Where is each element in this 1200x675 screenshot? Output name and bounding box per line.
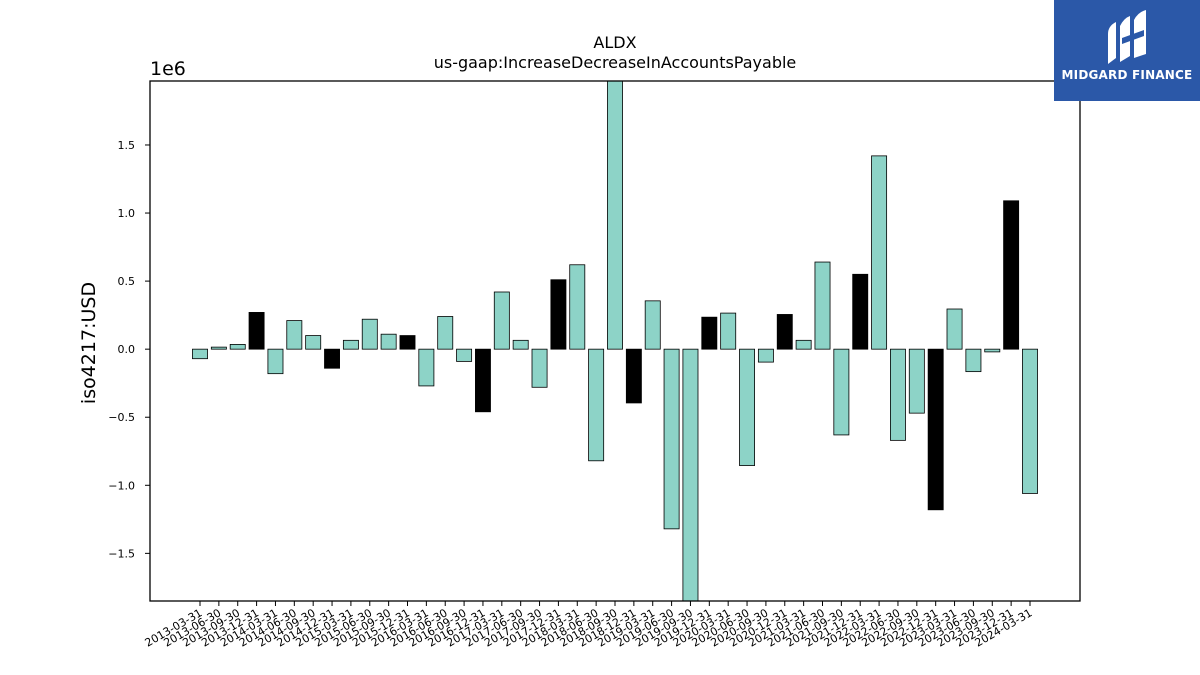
bar-2021-12-31 xyxy=(852,273,869,350)
bar-2022-03-31 xyxy=(871,155,888,350)
y-offset-label: 1e6 xyxy=(150,58,186,80)
plot-frame xyxy=(149,80,1081,602)
bar-2023-12-31 xyxy=(1003,200,1020,350)
y-tick-label: 0.5 xyxy=(118,275,136,288)
bar-2013-03-31 xyxy=(192,348,208,360)
y-tick-label: 1.5 xyxy=(118,139,136,152)
y-tick-label: 1.0 xyxy=(118,207,136,220)
y-tick-label: −1.5 xyxy=(108,547,135,560)
x-ticks-group: 2013-03-312013-06-302013-09-302013-12-31… xyxy=(143,601,1035,650)
y-ticks-group: −1.5 −1.0 −0.5 0.0 0.5 1.0 1.5 xyxy=(108,139,150,560)
bar-2020-09-30 xyxy=(757,348,774,363)
bar-2014-06-30 xyxy=(286,320,303,350)
bar-2019-09-30 xyxy=(682,348,699,602)
bar-2020-06-30 xyxy=(739,348,755,466)
bar-2021-06-30 xyxy=(814,261,831,350)
bar-2023-03-31 xyxy=(946,308,963,350)
bar-2014-12-31 xyxy=(324,348,340,369)
bar-2022-12-31 xyxy=(927,348,944,511)
midgard-m-logo-icon xyxy=(1108,10,1146,64)
bar-2021-03-31 xyxy=(795,339,812,350)
bar-2014-09-30 xyxy=(305,335,322,350)
bar-2016-09-30 xyxy=(456,348,473,362)
bar-2018-03-31 xyxy=(569,264,586,350)
bar-2015-03-31 xyxy=(342,339,359,350)
bar-2015-06-30 xyxy=(361,318,378,350)
bar-2016-06-30 xyxy=(437,316,454,350)
chart-title: ALDX xyxy=(593,33,636,52)
bar-2023-09-30 xyxy=(984,348,1001,353)
bar-2013-06-30 xyxy=(210,346,227,350)
bar-2015-12-31 xyxy=(399,335,416,350)
bar-2020-12-31 xyxy=(776,314,793,350)
bars-group xyxy=(192,80,1038,602)
midgard-finance-logo: MIDGARD FINANCE xyxy=(1054,0,1200,101)
bar-2019-06-30 xyxy=(663,348,680,530)
bar-2016-03-31 xyxy=(418,348,435,387)
y-tick-label: 0.0 xyxy=(118,343,136,356)
bar-2018-06-30 xyxy=(588,348,605,462)
bar-2022-09-30 xyxy=(908,348,925,414)
bar-2018-09-30 xyxy=(607,80,623,350)
bar-2017-09-30 xyxy=(531,348,548,388)
logo-text: MIDGARD FINANCE xyxy=(1061,68,1193,82)
bar-2022-06-30 xyxy=(890,348,906,441)
bar-2023-06-30 xyxy=(965,348,982,373)
bar-2017-03-31 xyxy=(493,291,510,350)
bar-2021-09-30 xyxy=(833,348,850,436)
y-tick-label: −0.5 xyxy=(108,411,135,424)
bar-2020-03-31 xyxy=(720,312,737,350)
y-tick-label: −1.0 xyxy=(108,479,135,492)
bar-2018-12-31 xyxy=(625,348,642,404)
bar-2013-12-31 xyxy=(248,312,265,350)
bar-2014-03-31 xyxy=(267,348,284,375)
y-axis-label: iso4217:USD xyxy=(78,282,100,404)
bar-2017-12-31 xyxy=(550,279,567,350)
bar-2019-03-31 xyxy=(644,300,661,350)
chart-subtitle: us-gaap:IncreaseDecreaseInAccountsPayabl… xyxy=(434,53,797,72)
bar-2015-09-30 xyxy=(380,333,397,350)
bar-2019-12-31 xyxy=(701,316,718,350)
bar-2024-03-31 xyxy=(1022,348,1038,494)
bar-2016-12-31 xyxy=(475,348,491,413)
bar-2017-06-30 xyxy=(512,339,529,350)
bar-2013-09-30 xyxy=(229,344,246,350)
